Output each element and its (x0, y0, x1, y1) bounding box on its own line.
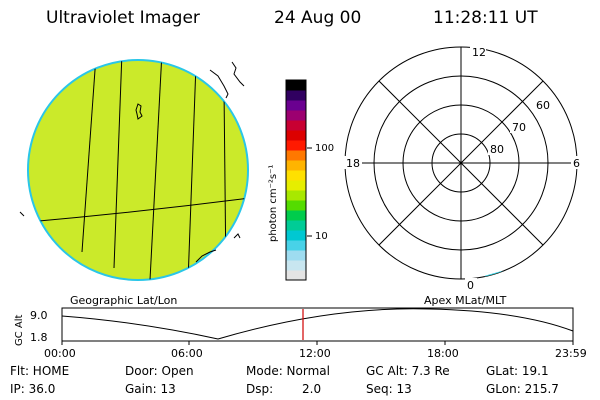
polar-mlt-panel[interactable]: 12 18 6 0 60 70 80 (344, 45, 583, 292)
colorbar-segment (286, 120, 306, 131)
polar-panel-label: Apex MLat/MLT (424, 294, 507, 307)
label-bg-12 (470, 45, 486, 57)
colorbar-segment (286, 240, 306, 251)
image-date: 24 Aug 00 (274, 8, 362, 28)
mode-value: Mode: Normal (246, 364, 330, 378)
seq-value: Seq: 13 (366, 382, 412, 396)
colorbar-segment (286, 270, 306, 281)
colorbar-ticks (307, 147, 312, 237)
mlt-label-6: 6 (573, 157, 580, 170)
door-status: Door: Open (125, 364, 194, 378)
colorbar-segment (286, 80, 306, 91)
dsp-label: Dsp: (246, 382, 274, 396)
dsp-value: 2.0 (302, 382, 322, 396)
mlt-label-0: 0 (467, 279, 474, 292)
time-tick-1200: 12:00 (299, 347, 331, 360)
colorbar-segment (286, 200, 306, 211)
gain-value: Gain: 13 (125, 382, 176, 396)
glat-value: GLat: 19.1 (486, 364, 549, 378)
colorbar-tick-10: 10 (315, 231, 328, 242)
mlat-label-70: 70 (512, 121, 526, 134)
time-tick-0000: 00:00 (44, 347, 76, 360)
label-bg-60 (534, 98, 552, 111)
ip-value: IP: 36.0 (10, 382, 56, 396)
earth-disk (27, 59, 249, 281)
auroral-data-patch (477, 269, 527, 279)
glon-value: GLon: 215.7 (486, 382, 559, 396)
label-bg-6 (571, 156, 583, 169)
colorbar-segment (286, 190, 306, 201)
altitude-ylabel: GC Alt (14, 314, 25, 346)
geo-panel-label: Geographic Lat/Lon (70, 294, 177, 307)
colorbar-segment (286, 110, 306, 121)
time-tick-1800: 18:00 (427, 347, 459, 360)
instrument-title: Ultraviolet Imager (46, 8, 200, 28)
mlt-label-12: 12 (472, 46, 486, 59)
colorbar-tick-100: 100 (315, 143, 334, 154)
colorbar-segment (286, 130, 306, 141)
mlat-label-80: 80 (490, 143, 504, 156)
geo-image-panel[interactable] (19, 52, 250, 282)
colorbar-segment (286, 140, 306, 151)
colorbar-segment (286, 180, 306, 191)
colorbar (285, 79, 307, 281)
time-tick-0600: 06:00 (171, 347, 203, 360)
altitude-curve (61, 308, 574, 340)
mlat-label-60: 60 (536, 99, 550, 112)
label-bg-70 (510, 120, 528, 133)
colorbar-segment (286, 160, 306, 171)
flight-status: Flt: HOME (10, 364, 70, 378)
altitude-x-ticks (61, 341, 574, 345)
label-bg-80 (488, 142, 506, 155)
altitude-plot[interactable]: GC Alt 9.0 1.8 00:00 06:00 12:00 18:00 2… (14, 307, 587, 360)
colorbar-segment (286, 90, 306, 101)
colorbar-segment (286, 170, 306, 181)
label-bg-18 (344, 156, 362, 169)
colorbar-unit-label: photon cm⁻²s⁻¹ (268, 165, 279, 242)
colorbar-segment (286, 220, 306, 231)
colorbar-segment (286, 210, 306, 221)
label-bg-0 (465, 278, 477, 290)
colorbar-segment (286, 230, 306, 241)
gc-alt-value: GC Alt: 7.3 Re (366, 364, 450, 378)
mlt-label-18: 18 (346, 157, 360, 170)
colorbar-segment (286, 260, 306, 271)
time-tick-2359: 23:59 (555, 347, 587, 360)
colorbar-segment (286, 250, 306, 261)
coastline-outline (19, 61, 245, 263)
image-time: 11:28:11 UT (433, 8, 538, 28)
altitude-ytick-min: 1.8 (30, 331, 48, 344)
polar-grid (344, 46, 578, 280)
colorbar-segment (286, 150, 306, 161)
colorbar-frame (285, 79, 307, 281)
altitude-ytick-max: 9.0 (30, 309, 48, 322)
colorbar-segment (286, 100, 306, 111)
